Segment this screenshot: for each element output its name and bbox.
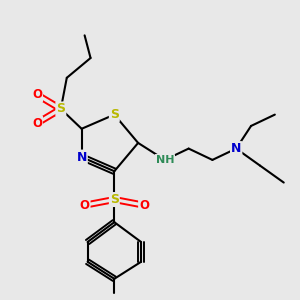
Text: NH: NH bbox=[156, 155, 174, 165]
Text: S: S bbox=[110, 193, 119, 206]
Text: N: N bbox=[231, 142, 242, 155]
Text: O: O bbox=[32, 117, 42, 130]
Text: O: O bbox=[80, 199, 90, 212]
Text: S: S bbox=[56, 103, 65, 116]
Text: N: N bbox=[76, 151, 87, 164]
Text: S: S bbox=[110, 108, 119, 121]
Text: O: O bbox=[32, 88, 42, 101]
Text: O: O bbox=[139, 199, 149, 212]
